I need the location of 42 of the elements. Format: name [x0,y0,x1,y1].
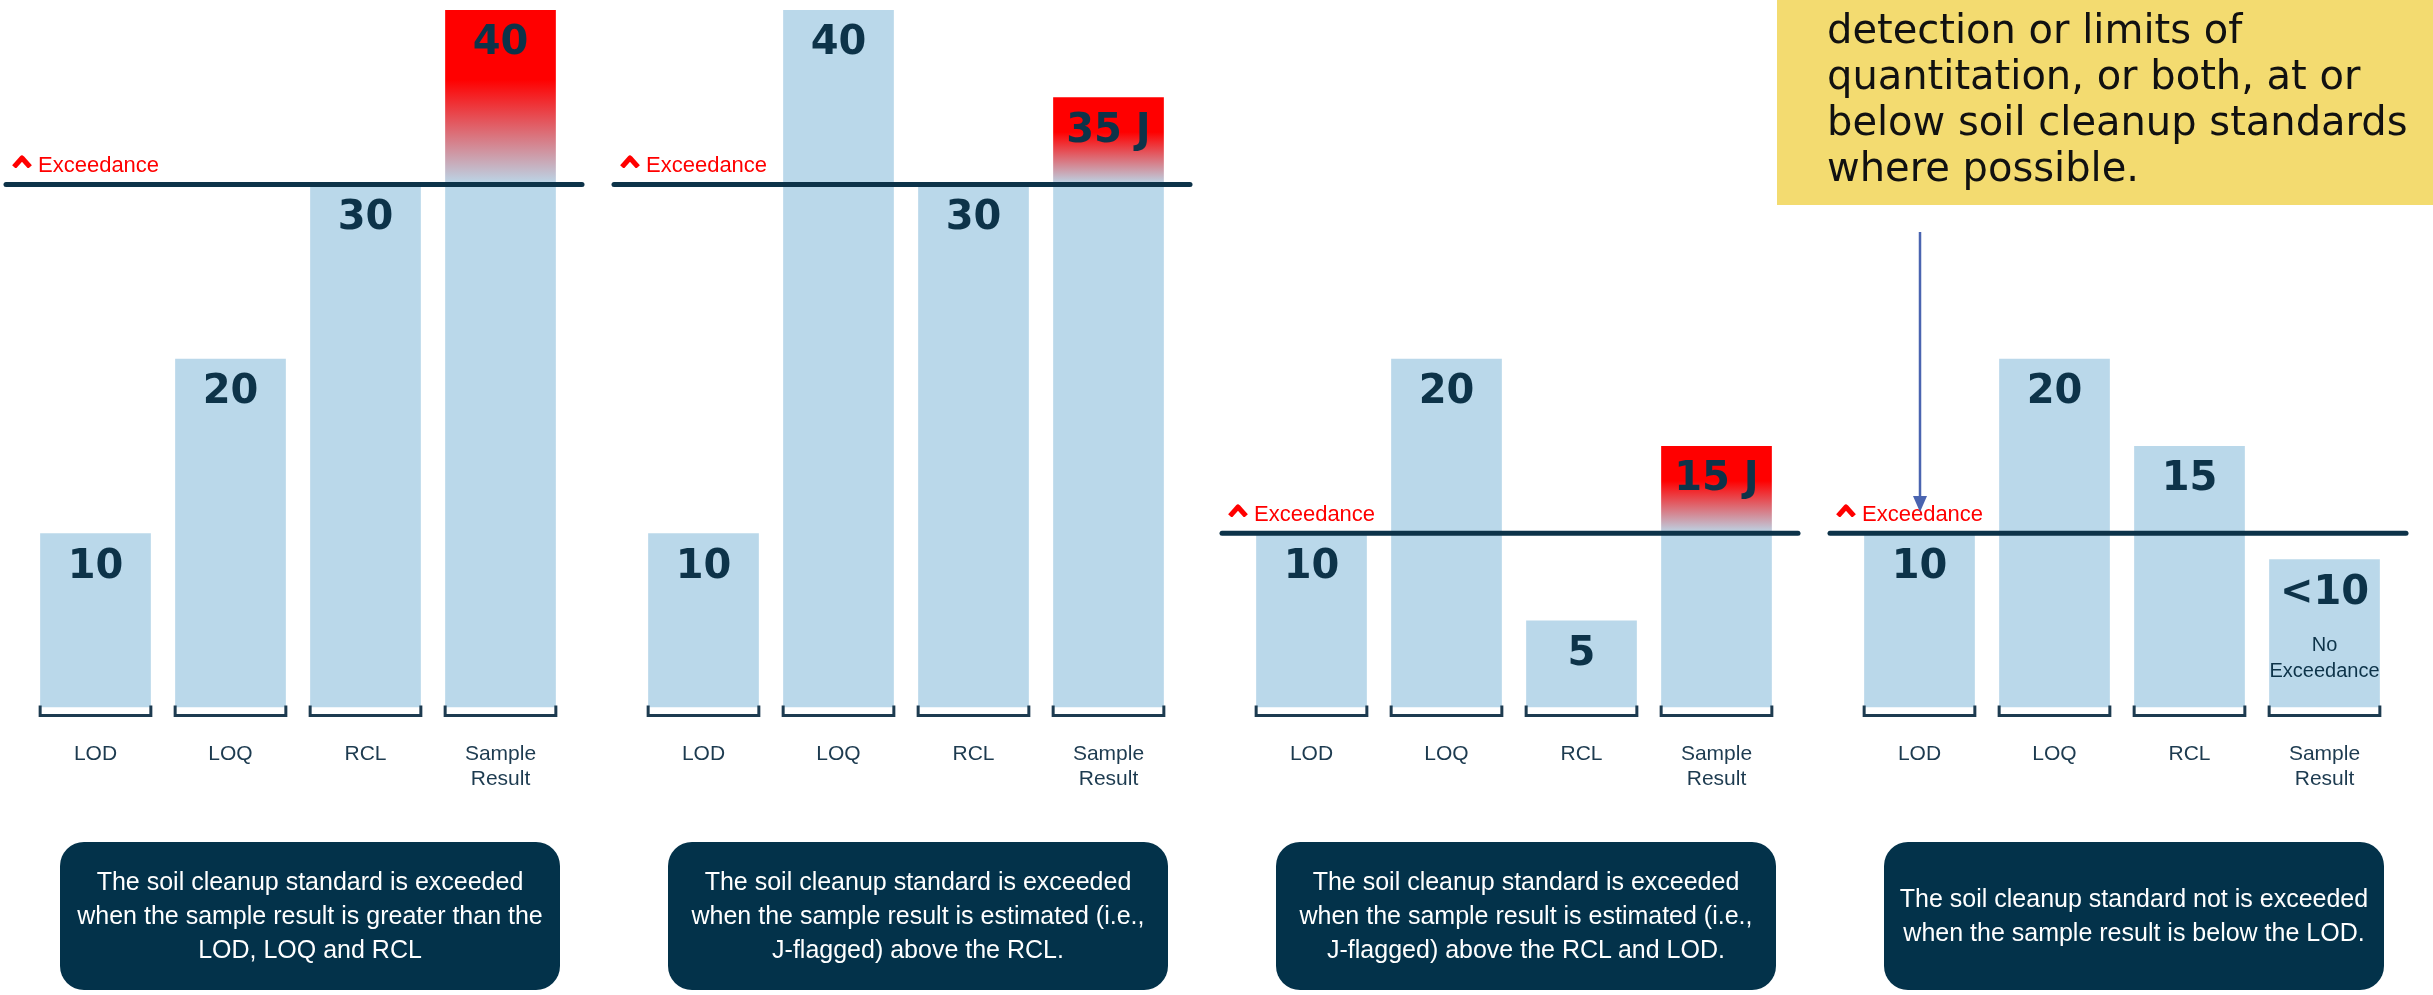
ref-line-label: Exceedance [1862,501,1984,527]
data-label: 10 [1891,540,1948,587]
data-label: 20 [202,366,259,413]
x-tick-label: LOD [681,741,726,764]
x-tick-label: LOQ [2032,741,2077,764]
data-label: 15 J [1674,453,1759,500]
sticky-note: detection or limits of quantitation, or both, at or below soil cleanup standards where possible. [1777,0,2433,205]
x-tick-label: RCL [344,741,387,764]
x-tick-label: Sample Result [1072,741,1145,790]
data-label: 5 [1567,627,1596,674]
text: The soil cleanup standard is exceeded when the sample result is estimated (i.e., J-flagged) above the RCL and LOD. [1276,842,1776,990]
data-label: 15 [2161,453,2218,500]
data-label: 40 [810,17,867,64]
data-label: 10 [1283,540,1340,587]
text: The soil cleanup standard is exceeded when the sample result is estimated (i.e., J-flagged) above the RCL. [668,842,1168,990]
x-tick-label: LOQ [1424,741,1469,764]
x-tick-label: LOQ [816,741,861,764]
data-label: <10 [2279,566,2370,613]
data-label: 35 J [1066,104,1151,151]
text: The soil cleanup standard is exceeded when the sample result is greater than the LOD, LOQ and RCL [60,842,560,990]
data-label: 20 [1418,366,1475,413]
ref-line-label: Exceedance [38,152,160,178]
ref-line-label: Exceedance [646,152,768,178]
x-tick-label: RCL [1560,741,1603,764]
data-label: 10 [675,540,732,587]
x-tick-label: Sample Result [2288,741,2361,790]
x-tick-label: Sample Result [464,741,537,790]
x-tick-label: LOD [73,741,118,764]
annotation: No Exceedance [2269,632,2380,684]
x-tick-label: Sample Result [1680,741,1753,790]
x-tick-label: RCL [952,741,995,764]
data-label: 30 [337,191,394,238]
data-label: 40 [472,17,529,64]
x-tick-label: RCL [2168,741,2211,764]
x-tick-label: LOD [1289,741,1334,764]
data-label: 10 [67,540,124,587]
x-tick-label: LOQ [208,741,253,764]
x-tick-label: LOD [1897,741,1942,764]
ref-line-label: Exceedance [1254,501,1376,527]
text: The soil cleanup standard not is exceeded when the sample result is below the LOD. [1884,842,2384,990]
data-label: 20 [2026,366,2083,413]
data-label: 30 [945,191,1002,238]
